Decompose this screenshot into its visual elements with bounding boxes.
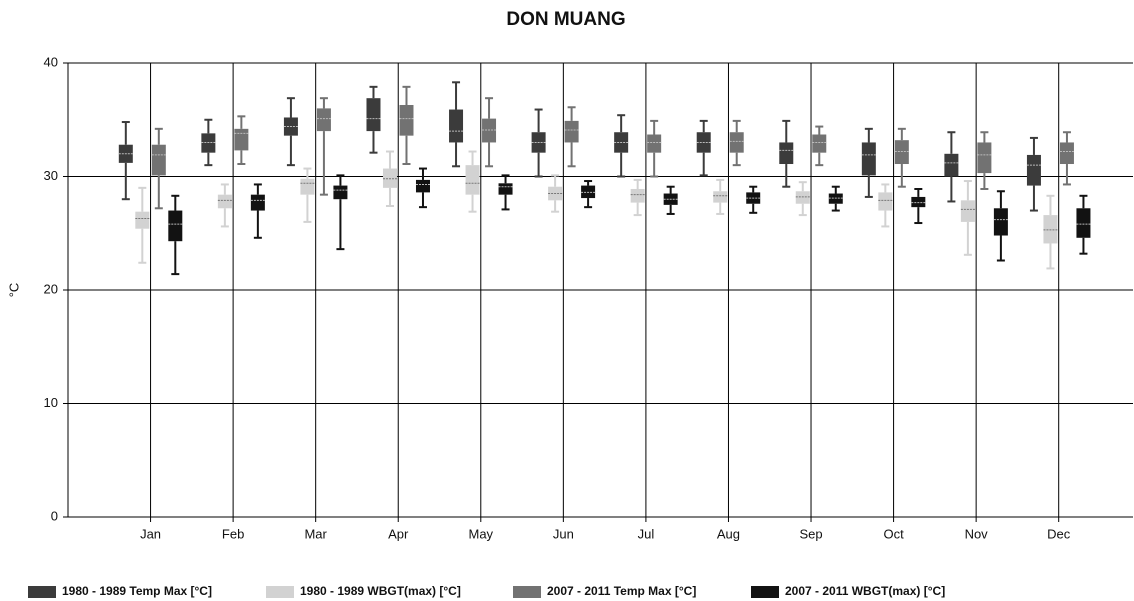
box	[878, 192, 893, 211]
box	[201, 133, 216, 153]
y-tick-label: 10	[44, 395, 58, 410]
legend-label: 2007 - 2011 WBGT(max) [°C]	[785, 584, 945, 598]
x-tick-label: Sep	[799, 526, 822, 541]
box	[1043, 215, 1058, 244]
box	[894, 140, 909, 165]
box	[812, 134, 827, 153]
chart-title: DON MUANG	[506, 9, 625, 30]
x-tick-label: Jan	[140, 526, 161, 541]
box	[135, 211, 150, 229]
box	[630, 188, 645, 203]
x-tick-label: Mar	[304, 526, 327, 541]
legend-swatch	[28, 586, 56, 598]
y-axis-label: °C	[6, 283, 21, 298]
box	[977, 142, 992, 174]
box	[993, 208, 1008, 236]
box	[960, 200, 975, 222]
box	[729, 132, 744, 153]
box	[415, 179, 430, 193]
box	[779, 142, 794, 165]
box	[482, 118, 497, 143]
y-tick-label: 20	[44, 281, 58, 296]
legend-swatch	[266, 586, 294, 598]
box	[217, 194, 232, 209]
box	[581, 185, 596, 199]
x-tick-label: Dec	[1047, 526, 1071, 541]
box	[333, 185, 348, 200]
box	[828, 193, 843, 204]
box	[564, 120, 579, 143]
box	[168, 210, 183, 242]
box	[1076, 208, 1091, 238]
box	[366, 98, 381, 132]
box	[300, 178, 315, 195]
legend-swatch	[751, 586, 779, 598]
box	[234, 128, 249, 151]
x-tick-label: Oct	[883, 526, 904, 541]
x-tick-label: Aug	[717, 526, 740, 541]
y-tick-label: 0	[51, 508, 58, 523]
box	[151, 144, 166, 176]
x-tick-label: Nov	[965, 526, 989, 541]
legend-label: 1980 - 1989 Temp Max [°C]	[62, 584, 212, 598]
box	[382, 168, 397, 188]
box	[713, 191, 728, 203]
legend-label: 2007 - 2011 Temp Max [°C]	[547, 584, 696, 598]
box	[647, 134, 662, 153]
box	[861, 142, 876, 176]
x-tick-label: Jul	[638, 526, 655, 541]
box	[465, 165, 480, 195]
y-tick-label: 30	[44, 168, 58, 183]
box	[795, 191, 810, 204]
box	[911, 196, 926, 208]
x-tick-label: Jun	[553, 526, 574, 541]
box	[944, 153, 959, 177]
legend-swatch	[513, 586, 541, 598]
box	[316, 108, 331, 132]
box	[1059, 142, 1074, 165]
box	[449, 109, 464, 143]
y-tick-label: 40	[44, 54, 58, 69]
x-tick-label: May	[469, 526, 494, 541]
box	[1026, 154, 1041, 186]
x-tick-label: Apr	[388, 526, 409, 541]
x-tick-label: Feb	[222, 526, 244, 541]
box	[399, 104, 414, 136]
box	[498, 183, 513, 195]
box	[250, 194, 265, 211]
legend-label: 1980 - 1989 WBGT(max) [°C]	[300, 584, 461, 598]
